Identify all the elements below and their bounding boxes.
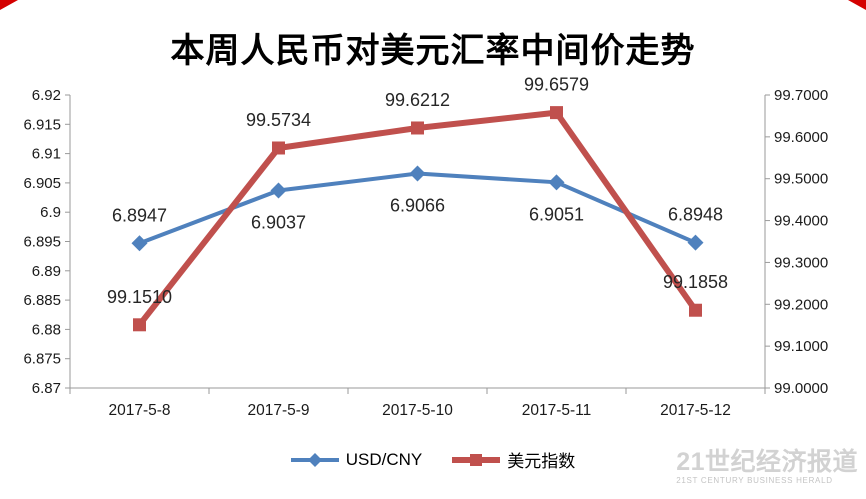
svg-text:6.9037: 6.9037 (251, 213, 306, 233)
svg-text:6.895: 6.895 (23, 234, 61, 251)
legend-diamond-marker-icon (290, 452, 339, 468)
svg-text:6.9051: 6.9051 (529, 204, 584, 224)
svg-text:6.88: 6.88 (32, 321, 61, 338)
legend-label-dollar-index: 美元指数 (507, 452, 576, 471)
svg-text:6.885: 6.885 (23, 292, 61, 309)
svg-text:2017-5-10: 2017-5-10 (382, 402, 453, 419)
svg-text:99.6579: 99.6579 (524, 75, 589, 95)
corner-accent-right (848, 0, 866, 10)
svg-text:99.4000: 99.4000 (774, 213, 828, 230)
svg-text:6.89: 6.89 (32, 263, 61, 280)
data-point-diamond-icon (131, 235, 148, 252)
svg-text:6.8948: 6.8948 (668, 205, 723, 225)
svg-text:99.6000: 99.6000 (774, 129, 828, 146)
svg-text:99.6212: 99.6212 (385, 90, 450, 110)
svg-text:6.8947: 6.8947 (112, 205, 167, 225)
svg-text:6.9066: 6.9066 (390, 196, 445, 216)
svg-text:6.87: 6.87 (32, 380, 61, 397)
svg-text:99.1510: 99.1510 (107, 287, 172, 307)
data-point-diamond-icon (270, 182, 287, 199)
brand-name: 21世纪经济报道 (676, 448, 858, 476)
svg-text:99.5000: 99.5000 (774, 171, 828, 188)
svg-text:99.1858: 99.1858 (663, 272, 728, 292)
right-axis-labels: 99.7000 99.6000 99.5000 99.4000 99.3000 99.20… (765, 87, 828, 397)
data-point-diamond-icon (409, 165, 426, 182)
brand-watermark: 21世纪经济报道 21ST CENTURY BUSINESS HERALD (676, 448, 858, 485)
svg-text:6.905: 6.905 (23, 175, 61, 192)
brand-tagline: 21ST CENTURY BUSINESS HERALD (676, 475, 833, 485)
chart-legend: USD/CNY 美元指数 (0, 447, 866, 472)
svg-text:6.9: 6.9 (40, 204, 61, 221)
svg-text:99.2000: 99.2000 (774, 296, 828, 313)
svg-text:6.91: 6.91 (32, 146, 61, 163)
legend-square-marker-icon (452, 452, 501, 468)
data-point-square-icon (689, 303, 702, 317)
axes (69, 95, 766, 389)
data-point-diamond-icon (548, 174, 565, 191)
legend-label-usdcny: USD/CNY (345, 449, 423, 469)
data-point-diamond-icon (687, 234, 704, 251)
data-point-square-icon (272, 141, 285, 155)
series-line-1 (136, 109, 699, 328)
legend-item-dollar-index: 美元指数 (452, 447, 575, 472)
x-axis-labels: 2017-5-8 2017-5-9 2017-5-10 2017-5-11 2017-5… (69, 388, 766, 419)
svg-text:2017-5-12: 2017-5-12 (660, 402, 731, 419)
chart-title: 本周人民币对美元汇率中间价走势 (170, 32, 696, 70)
data-point-square-icon (411, 121, 424, 135)
data-point-square-icon (133, 318, 146, 332)
data-labels: 6.8947 6.9037 6.9066 6.9051 6.8948 99.1510 99.… (107, 75, 728, 307)
svg-text:99.5734: 99.5734 (246, 110, 311, 130)
legend-item-usdcny: USD/CNY (290, 449, 423, 470)
data-point-square-icon (550, 106, 563, 120)
svg-text:6.915: 6.915 (23, 116, 61, 133)
corner-accent-left (0, 0, 18, 10)
left-axis-labels: 6.92 6.915 6.91 6.905 6.9 6.895 6.89 6.885 6.88 6… (23, 87, 70, 397)
svg-text:2017-5-9: 2017-5-9 (247, 402, 309, 419)
series-1 (133, 106, 702, 332)
svg-text:99.1000: 99.1000 (774, 338, 828, 355)
svg-text:2017-5-11: 2017-5-11 (522, 402, 592, 419)
svg-text:2017-5-8: 2017-5-8 (108, 402, 170, 419)
svg-text:6.92: 6.92 (32, 87, 61, 104)
svg-text:99.3000: 99.3000 (774, 254, 828, 271)
svg-text:6.875: 6.875 (23, 351, 61, 368)
svg-text:99.7000: 99.7000 (774, 87, 828, 104)
svg-text:99.0000: 99.0000 (774, 380, 828, 397)
